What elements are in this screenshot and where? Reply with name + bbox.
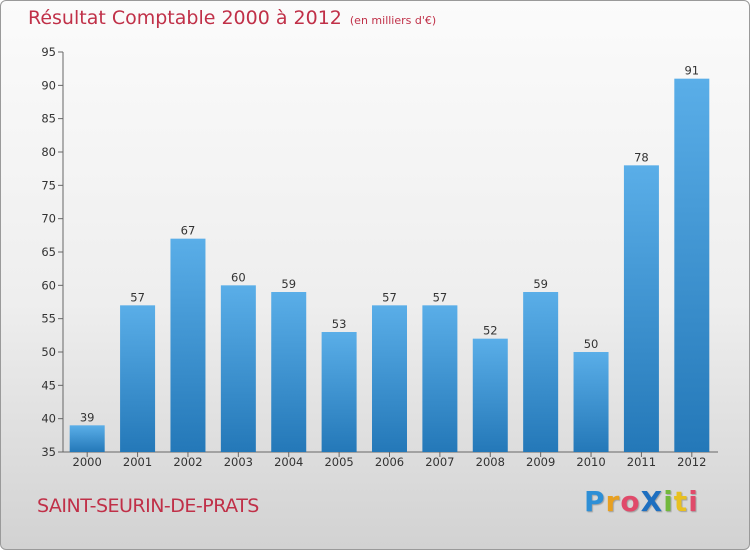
value-label-2011: 78: [634, 150, 649, 164]
value-label-2007: 57: [433, 290, 448, 304]
bar-2012: [674, 78, 710, 453]
logo-letter: t: [673, 485, 689, 518]
bar-2007: [422, 305, 458, 452]
bar-2011: [623, 165, 659, 453]
y-tick-label: 95: [41, 45, 56, 59]
bar-2009: [523, 292, 559, 452]
value-label-2006: 57: [382, 290, 397, 304]
x-tick-label-2009: 2009: [526, 455, 555, 469]
bar-2005: [321, 332, 357, 452]
value-label-2004: 59: [281, 277, 296, 291]
y-tick-label: 45: [41, 378, 56, 392]
x-tick-label-2000: 2000: [73, 455, 102, 469]
logo-letter: P: [584, 485, 606, 518]
title-text: Résultat Comptable 2000 à 2012: [28, 7, 342, 29]
value-label-2009: 59: [533, 277, 548, 291]
x-tick-label-2010: 2010: [576, 455, 605, 469]
value-label-2010: 50: [584, 337, 599, 351]
x-axis-ticks: 2000 2001 2002 2003 2004 2005 2006 2007 2008 2009…: [73, 452, 706, 469]
x-tick-label-2002: 2002: [173, 455, 202, 469]
x-tick-label-2006: 2006: [375, 455, 404, 469]
value-label-2003: 60: [231, 270, 246, 284]
bar-2002: [170, 238, 206, 452]
y-tick-label: 40: [41, 412, 56, 426]
x-tick-label-2004: 2004: [274, 455, 303, 469]
value-label-2008: 52: [483, 324, 498, 338]
bar-2006: [372, 305, 407, 452]
y-tick-label: 65: [41, 245, 56, 259]
value-label-2012: 91: [684, 64, 699, 78]
value-label-2000: 39: [80, 410, 95, 424]
y-tick-label: 50: [41, 345, 56, 359]
bar-2000: [69, 425, 105, 452]
x-tick-label-2007: 2007: [425, 455, 454, 469]
y-tick-label: 85: [41, 112, 56, 126]
value-label-2001: 57: [130, 290, 145, 304]
y-tick-label: 70: [41, 212, 56, 226]
x-tick-label-2005: 2005: [324, 455, 353, 469]
bar-2004: [271, 292, 307, 452]
y-tick-label: 90: [41, 78, 56, 92]
bars: 39 57 67 60 59 53 57 57 52 59 50 78 91: [69, 64, 710, 453]
commune-name: SAINT-SEURIN-DE-PRATS: [37, 495, 259, 517]
y-tick-label: 75: [41, 178, 56, 192]
bar-2008: [472, 338, 508, 452]
bar-2003: [220, 285, 256, 452]
x-tick-label-2001: 2001: [123, 455, 152, 469]
title-unit: (en milliers d'€): [349, 14, 437, 27]
logo-letter: r: [605, 485, 621, 518]
y-tick-label: 35: [41, 445, 56, 459]
x-tick-label-2003: 2003: [224, 455, 253, 469]
logo-letter: i: [688, 485, 699, 518]
y-tick-label: 80: [41, 145, 56, 159]
x-tick-label-2008: 2008: [476, 455, 505, 469]
logo-letter: i: [663, 485, 674, 518]
value-label-2005: 53: [332, 317, 347, 331]
chart-title: Résultat Comptable 2000 à 2012 (en millie…: [28, 7, 436, 29]
bar-2001: [120, 305, 156, 452]
value-label-2002: 67: [181, 224, 196, 238]
bar-2010: [573, 352, 609, 452]
x-tick-label-2012: 2012: [677, 455, 706, 469]
logo-letter: o: [620, 485, 641, 518]
y-tick-label: 60: [41, 278, 56, 292]
proxiti-logo: ProXiti: [584, 485, 699, 518]
x-tick-label-2011: 2011: [627, 455, 656, 469]
logo-letter: X: [640, 485, 664, 518]
y-axis-ticks: 35 40 45 50 55 60 65 70 75 80 85 90 95: [41, 45, 63, 459]
y-tick-label: 55: [41, 312, 56, 326]
